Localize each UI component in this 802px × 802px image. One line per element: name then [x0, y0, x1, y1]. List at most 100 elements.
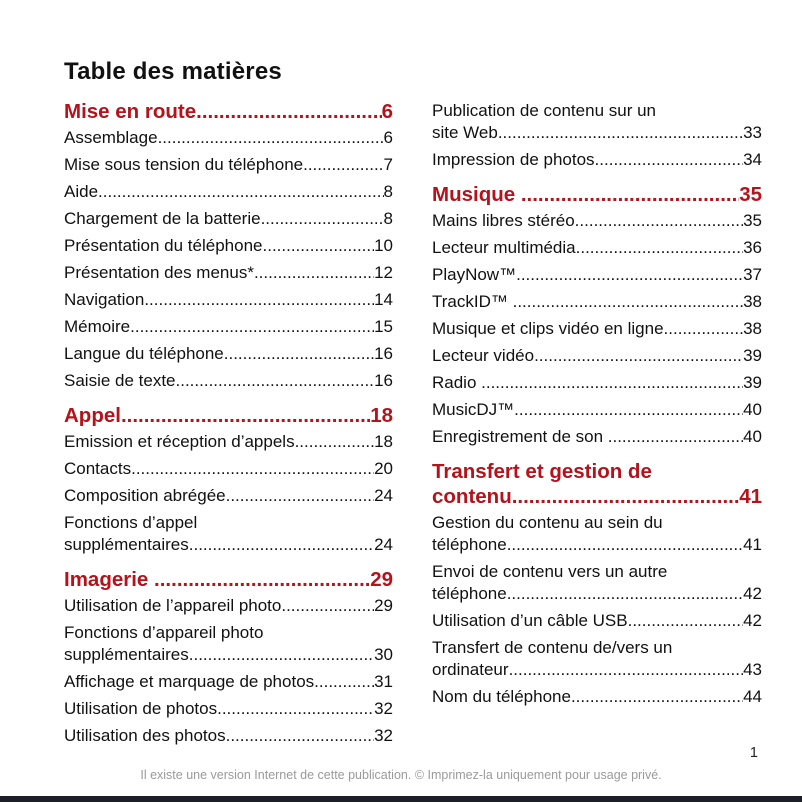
toc-entry: PlayNow™ 37	[432, 264, 762, 286]
toc-page-ref: 42	[743, 611, 762, 630]
toc-entry: Enregistrement de son 40	[432, 426, 762, 448]
toc-entry-label: PlayNow™	[432, 265, 517, 284]
toc-entry: TrackID™ 38	[432, 291, 762, 313]
toc-section-title: Appel	[64, 404, 121, 427]
toc-column-left: Mise en route 6 Assemblage 6 Mise sous tensi…	[64, 99, 393, 752]
toc-page-ref: 37	[743, 265, 762, 284]
toc-page-ref: 38	[743, 319, 762, 338]
toc-entry: Assemblage 6	[64, 127, 393, 149]
toc-page-ref: 40	[743, 400, 762, 419]
toc-page-ref: 41	[739, 485, 762, 508]
toc-entry: Emission et réception d’appels 18	[64, 431, 393, 453]
toc-page-ref: 38	[743, 292, 762, 311]
dot-leader	[628, 610, 743, 632]
toc-entry: Navigation 14	[64, 289, 393, 311]
toc-section-title: contenu	[432, 485, 512, 508]
toc-entry: Envoi de contenu vers un autre téléphone 4…	[432, 561, 762, 605]
dot-leader	[576, 237, 743, 259]
toc-page-ref: 31	[374, 672, 393, 691]
toc-page-ref: 34	[743, 150, 762, 169]
toc-entry: Transfert de contenu de/vers un ordinateu…	[432, 637, 762, 681]
dot-leader	[595, 149, 744, 171]
toc-entry: Contacts 20	[64, 458, 393, 480]
dot-leader	[217, 698, 374, 720]
dot-leader	[189, 644, 374, 666]
toc-entry: Chargement de la batterie 8	[64, 208, 393, 230]
toc-entry-label: Aide	[64, 182, 99, 201]
toc-section-title: Imagerie	[64, 568, 155, 591]
dot-leader	[498, 122, 743, 144]
toc-page-ref: 8	[383, 209, 393, 228]
toc-entry: Utilisation d’un câble USB 42	[432, 610, 762, 632]
dot-leader	[281, 595, 374, 617]
dot-leader	[314, 671, 374, 693]
toc-page-ref: 43	[743, 660, 762, 679]
toc-entry-label: Langue du téléphone	[64, 344, 224, 363]
toc-section-title: Mise en route	[64, 100, 197, 123]
toc-entry-label: Assemblage	[64, 128, 158, 147]
toc-entry-label: Mains libres stéréo	[432, 211, 575, 230]
toc-entry-label: Musique et clips vidéo en ligne	[432, 319, 664, 338]
toc-entry: Radio 39	[432, 372, 762, 394]
toc-entry-label: Navigation	[64, 290, 145, 309]
toc-entry-label: supplémentaires	[64, 645, 189, 664]
toc-entry: Affichage et marquage de photos 31	[64, 671, 393, 693]
toc-page-ref: 29	[370, 568, 393, 591]
dot-leader	[521, 182, 739, 207]
toc-page-ref: 30	[374, 645, 393, 664]
toc-entry: Présentation des menus* 12	[64, 262, 393, 284]
toc-entry: Gestion du contenu au sein du téléphone 41	[432, 512, 762, 556]
dot-leader	[513, 291, 743, 313]
dot-leader	[144, 289, 374, 311]
toc-page-ref: 33	[743, 123, 762, 142]
dot-leader	[196, 99, 381, 124]
toc-entry-label: Utilisation de l’appareil photo	[64, 596, 282, 615]
toc-entry-label: Utilisation de photos	[64, 699, 218, 718]
dot-leader	[481, 372, 743, 394]
toc-page-ref: 18	[374, 432, 393, 451]
toc-entry-label: téléphone	[432, 535, 507, 554]
dot-leader	[571, 686, 743, 708]
toc-entry-label: Envoi de contenu vers un autre	[432, 562, 668, 581]
dot-leader	[516, 264, 743, 286]
dot-leader	[507, 583, 743, 605]
toc-page-ref: 35	[743, 211, 762, 230]
toc-entry-label: Fonctions d’appel	[64, 513, 198, 532]
toc-page-ref: 35	[739, 183, 762, 206]
toc-page-ref: 32	[374, 726, 393, 745]
toc-entry: Mise sous tension du téléphone 7	[64, 154, 393, 176]
dot-leader	[154, 567, 370, 592]
toc-page-ref: 18	[370, 404, 393, 427]
toc-entry-label: supplémentaires	[64, 535, 189, 554]
toc-entry-label: Transfert de contenu de/vers un	[432, 638, 673, 657]
toc-page-ref: 44	[743, 687, 762, 706]
toc-entry-label: Présentation des menus*	[64, 263, 254, 282]
toc-page-ref: 14	[374, 290, 393, 309]
toc-entry: Impression de photos 34	[432, 149, 762, 171]
toc-page-ref: 7	[383, 155, 393, 174]
toc-section-heading: Mise en route 6	[64, 99, 393, 124]
toc-page-ref: 42	[743, 584, 762, 603]
toc-entry: Utilisation des photos 32	[64, 725, 393, 747]
toc-entry: Publication de contenu sur un site Web 33	[432, 100, 762, 144]
toc-page-ref: 39	[743, 346, 762, 365]
dot-leader	[509, 659, 744, 681]
toc-page-ref: 12	[374, 263, 393, 282]
toc-page-ref: 16	[374, 371, 393, 390]
toc-entry-label: MusicDJ™	[432, 400, 515, 419]
dot-leader	[608, 426, 743, 448]
toc-entry-label: TrackID™	[432, 292, 513, 311]
dot-leader	[254, 262, 374, 284]
dot-leader	[514, 399, 743, 421]
page-title: Table des matières	[64, 58, 282, 86]
toc-entry: Saisie de texte 16	[64, 370, 393, 392]
toc-entry-label: Mémoire	[64, 317, 131, 336]
toc-entry-label: Gestion du contenu au sein du	[432, 513, 663, 532]
toc-entry: MusicDJ™ 40	[432, 399, 762, 421]
toc-page-ref: 8	[383, 182, 393, 201]
toc-entry: Composition abrégée 24	[64, 485, 393, 507]
dot-leader	[664, 318, 744, 340]
toc-entry-label: Contacts	[64, 459, 132, 478]
toc-entry: Aide 8	[64, 181, 393, 203]
